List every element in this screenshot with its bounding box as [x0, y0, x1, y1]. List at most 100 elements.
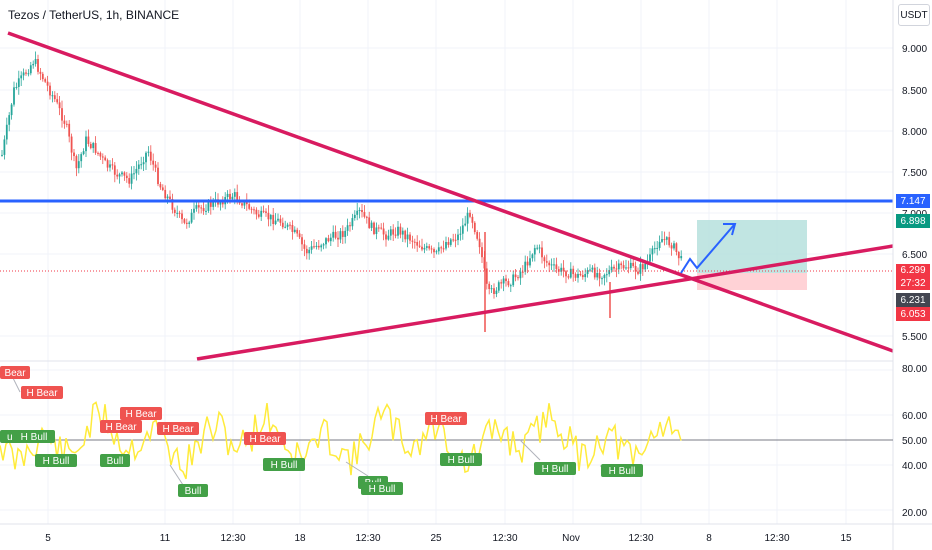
candle-body — [51, 95, 54, 97]
candle-body — [337, 237, 339, 240]
rsi-tick-label: 40.00 — [902, 461, 927, 472]
candle-body — [101, 156, 104, 158]
candle-body — [457, 234, 459, 241]
candle-body — [557, 269, 560, 272]
candle-body — [488, 283, 491, 290]
candle-body — [512, 274, 515, 286]
candle-body — [166, 196, 169, 199]
candle-body — [430, 248, 433, 250]
candle-body — [34, 58, 37, 64]
candle-body — [529, 258, 531, 266]
time-tick-label: 8 — [706, 533, 712, 544]
candle-body — [255, 209, 258, 215]
candle-body — [416, 242, 419, 246]
time-tick-label: 12:30 — [764, 533, 789, 544]
time-axis[interactable]: 5 11 12:30 18 12:30 25 12:30 Nov 12:30 8 12:30 15 — [45, 533, 852, 544]
candle-body — [500, 282, 503, 284]
price-tick-label: 9.000 — [902, 44, 927, 55]
candle-body — [454, 239, 457, 241]
candle-body — [533, 248, 536, 255]
candle-body — [133, 173, 135, 175]
candle-body — [649, 254, 651, 262]
candle-body — [44, 79, 47, 82]
candle-body — [421, 246, 423, 250]
candle-body — [521, 271, 524, 273]
candle-body — [673, 243, 675, 249]
candle-body — [409, 234, 411, 241]
price-tick-label: 5.500 — [902, 332, 927, 343]
long-position-target-zone[interactable] — [697, 220, 807, 273]
projection-arrow[interactable] — [680, 224, 735, 274]
candle-body — [17, 78, 20, 88]
candle-body — [118, 174, 121, 177]
candle-body — [476, 232, 479, 239]
candle-body — [322, 244, 325, 246]
divergence-label-box — [35, 454, 77, 467]
candle-body — [317, 245, 320, 248]
candle-body — [109, 164, 111, 168]
candle-body — [308, 249, 311, 254]
candle-body — [82, 151, 85, 155]
candle-body — [293, 229, 296, 232]
candle-body — [334, 231, 337, 238]
price-badge: 6.231 — [896, 293, 930, 307]
candle-body — [632, 262, 635, 266]
candle-body — [358, 210, 361, 212]
candle-body — [320, 245, 323, 248]
candle-body — [327, 238, 330, 242]
candle-body — [229, 193, 231, 200]
candle-body — [329, 237, 332, 242]
candle-body — [53, 95, 56, 100]
candle-body — [365, 216, 368, 218]
price-badge: 27:32 — [896, 277, 930, 290]
candle-body — [589, 269, 591, 271]
candle-body — [176, 212, 179, 214]
candle-body — [577, 273, 579, 278]
candle-body — [313, 246, 315, 248]
candle-body — [37, 58, 39, 72]
candle-body — [481, 247, 483, 258]
candle-body — [63, 120, 66, 124]
time-tick-label: 12:30 — [220, 533, 245, 544]
candle-body — [157, 167, 159, 185]
candle-body — [553, 264, 555, 266]
candle-body — [236, 192, 239, 201]
divergence-label-box — [120, 407, 162, 420]
candle-body — [677, 252, 680, 259]
candle-body — [202, 208, 205, 212]
divergence-label-text: Bear — [4, 368, 26, 379]
candle-body — [637, 271, 639, 274]
candle-body — [248, 204, 251, 209]
currency-selector[interactable]: USDT — [898, 4, 930, 26]
candle-body — [332, 231, 335, 238]
long-position-stop-zone[interactable] — [697, 273, 807, 290]
candle-body — [226, 193, 229, 198]
projection-arrow-head — [723, 223, 737, 236]
candle-body — [368, 217, 371, 228]
candle-body — [253, 209, 255, 211]
rsi-axis[interactable]: 80.00 60.00 50.00 40.00 20.00 — [902, 364, 927, 519]
candle-body — [519, 271, 522, 279]
candle-body — [550, 264, 553, 266]
candle-body — [466, 212, 469, 224]
descending-trendline[interactable] — [7, 31, 894, 353]
candle-body — [61, 108, 63, 121]
candle-body — [569, 268, 572, 278]
candle-body — [608, 270, 611, 275]
candle-body — [188, 222, 191, 224]
candle-body — [375, 227, 378, 234]
candle-body — [459, 233, 462, 235]
candle-body — [269, 214, 272, 220]
candle-body — [77, 161, 80, 169]
candle-body — [161, 187, 164, 190]
candle-body — [435, 251, 438, 253]
candle-body — [605, 274, 608, 276]
candle-body — [497, 282, 500, 291]
ascending-trendline[interactable] — [196, 244, 894, 361]
candle-body — [231, 196, 234, 200]
candle-body — [353, 214, 356, 219]
divergence-label-text: H Bull — [609, 466, 636, 477]
candle-body — [339, 231, 342, 240]
candle-body — [447, 242, 450, 245]
